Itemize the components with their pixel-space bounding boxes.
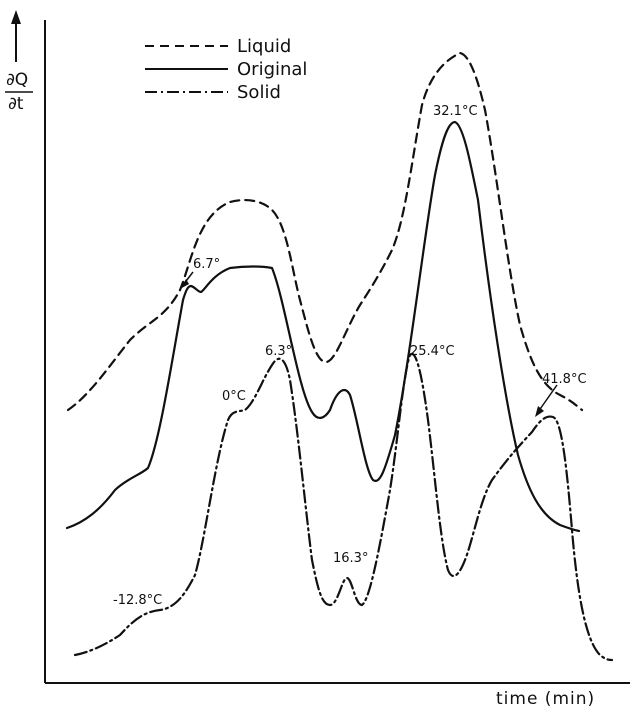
legend-label-liquid: Liquid [237, 36, 291, 57]
annotation-minus-12-8: -12.8°C [113, 593, 162, 608]
annotation-0c: 0°C [222, 389, 246, 404]
annotation-arrowhead-41-8 [535, 406, 544, 417]
annotation-16-3: 16.3° [333, 551, 368, 566]
annotation-6-3: 6.3° [265, 344, 292, 359]
y-label-bottom: ∂t [8, 94, 24, 114]
legend: Liquid Original Solid [145, 36, 307, 103]
y-label-top: ∂Q [6, 70, 28, 90]
series-liquid-line [66, 51, 584, 412]
legend-label-original: Original [237, 59, 307, 80]
annotation-arrow-41-8 [537, 384, 558, 413]
series-solid-line [73, 352, 614, 662]
series-original-line [65, 120, 581, 533]
annotation-6-7: 6.7° [193, 257, 220, 272]
annotation-32-1: 32.1°C [433, 104, 478, 119]
annotation-arrowhead-6-7 [180, 279, 189, 289]
y-label-arrow-head [11, 10, 21, 24]
annotation-41-8: 41.8°C [542, 372, 587, 387]
annotation-25-4: 25.4°C [410, 344, 455, 359]
x-axis-label: time (min) [496, 689, 595, 709]
legend-label-solid: Solid [237, 82, 281, 103]
